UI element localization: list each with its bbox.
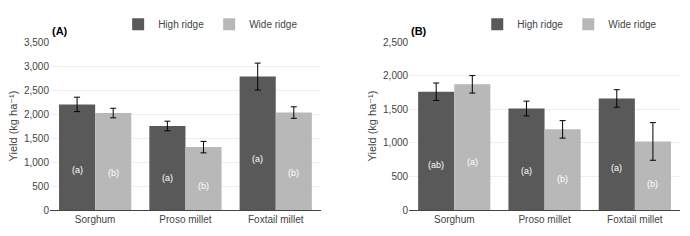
svg-text:2,000: 2,000 xyxy=(383,70,408,81)
svg-text:Yield (kg ha⁻¹): Yield (kg ha⁻¹) xyxy=(7,91,19,162)
svg-text:Yield (kg ha⁻¹): Yield (kg ha⁻¹) xyxy=(366,91,378,162)
svg-text:3,500: 3,500 xyxy=(24,37,49,48)
svg-text:(ab): (ab) xyxy=(428,160,444,170)
svg-text:1,000: 1,000 xyxy=(383,137,408,148)
svg-text:Foxtail millet: Foxtail millet xyxy=(248,214,304,225)
svg-text:(a): (a) xyxy=(467,157,478,167)
svg-text:High ridge: High ridge xyxy=(517,19,563,30)
svg-text:Proso millet: Proso millet xyxy=(159,214,211,225)
svg-text:500: 500 xyxy=(391,171,408,182)
svg-text:Wide ridge: Wide ridge xyxy=(249,19,297,30)
svg-text:(a): (a) xyxy=(611,163,622,173)
svg-text:500: 500 xyxy=(32,181,49,192)
svg-text:(a): (a) xyxy=(252,154,263,164)
svg-text:1,000: 1,000 xyxy=(24,157,49,168)
svg-text:2,500: 2,500 xyxy=(24,85,49,96)
svg-text:Proso millet: Proso millet xyxy=(518,214,570,225)
svg-text:(b): (b) xyxy=(198,181,209,191)
svg-text:(a): (a) xyxy=(72,165,83,175)
svg-text:(a): (a) xyxy=(521,166,532,176)
svg-text:1,500: 1,500 xyxy=(383,104,408,115)
svg-text:Foxtail millet: Foxtail millet xyxy=(607,214,663,225)
svg-text:2,000: 2,000 xyxy=(24,109,49,120)
svg-text:(B): (B) xyxy=(411,25,427,37)
svg-text:Sorghum: Sorghum xyxy=(434,214,475,225)
svg-text:1,500: 1,500 xyxy=(24,133,49,144)
svg-text:(b): (b) xyxy=(557,174,568,184)
svg-text:0: 0 xyxy=(403,205,409,216)
svg-text:(b): (b) xyxy=(647,179,658,189)
svg-text:(b): (b) xyxy=(108,168,119,178)
svg-text:(b): (b) xyxy=(288,168,299,178)
svg-text:2,500: 2,500 xyxy=(383,37,408,48)
svg-text:Sorghum: Sorghum xyxy=(75,214,116,225)
svg-text:3,000: 3,000 xyxy=(24,61,49,72)
svg-text:High ridge: High ridge xyxy=(158,19,204,30)
svg-text:0: 0 xyxy=(43,205,49,216)
svg-text:(a): (a) xyxy=(162,173,173,183)
svg-text:(A): (A) xyxy=(52,25,68,37)
svg-text:Wide ridge: Wide ridge xyxy=(608,19,656,30)
